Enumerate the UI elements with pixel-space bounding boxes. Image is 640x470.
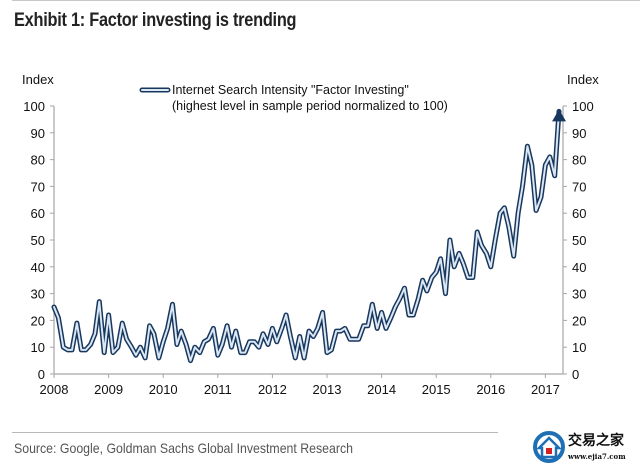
- x-tick-label: 2014: [367, 382, 396, 397]
- chart-title: Exhibit 1: Factor investing is trending: [14, 10, 297, 31]
- legend: Internet Search Intensity "Factor Invest…: [139, 83, 448, 113]
- left-y-tick-label: 80: [31, 153, 45, 168]
- right-y-tick-label: 20: [572, 313, 586, 328]
- left-y-tick-label: 60: [31, 206, 45, 221]
- right-y-tick-label: 80: [572, 153, 586, 168]
- left-axis-label: Index: [22, 72, 54, 87]
- left-y-tick-label: 0: [38, 367, 45, 382]
- right-y-tick-label: 60: [572, 206, 586, 221]
- end-arrow-icon: [552, 109, 567, 122]
- left-y-tick-label: 50: [31, 233, 45, 248]
- x-tick-label: 2009: [94, 382, 123, 397]
- right-axis-label: Index: [567, 72, 599, 87]
- right-y-tick-label: 50: [572, 233, 586, 248]
- left-y-tick-label: 100: [23, 99, 45, 114]
- x-tick-label: 2010: [149, 382, 178, 397]
- source-note: Source: Google, Goldman Sachs Global Inv…: [14, 440, 353, 456]
- house-logo-icon: [533, 431, 565, 463]
- series-line-inner: [53, 110, 560, 362]
- right-y-tick-label: 0: [572, 367, 579, 382]
- left-y-tick-label: 70: [31, 179, 45, 194]
- watermark-url: www.ejia7.com: [568, 452, 626, 461]
- right-y-tick-label: 30: [572, 287, 586, 302]
- series-line-outline: [51, 108, 562, 364]
- watermark-name: 交易之家: [568, 433, 624, 449]
- x-tick-label: 2016: [476, 382, 505, 397]
- bottom-divider: [12, 432, 498, 433]
- legend-label-line1: Internet Search Intensity "Factor Invest…: [172, 83, 409, 97]
- x-tick-label: 2017: [531, 382, 560, 397]
- right-y-tick-label: 40: [572, 260, 586, 275]
- x-tick-label: 2011: [204, 382, 232, 397]
- left-y-tick-label: 30: [31, 287, 45, 302]
- x-tick-label: 2008: [40, 382, 69, 397]
- right-y-tick-label: 100: [572, 99, 594, 114]
- left-y-tick-label: 40: [31, 260, 45, 275]
- x-tick-label: 2013: [313, 382, 342, 397]
- left-y-tick-label: 10: [31, 340, 45, 355]
- left-y-tick-label: 20: [31, 313, 45, 328]
- left-y-tick-label: 90: [31, 126, 45, 141]
- x-tick-label: 2012: [258, 382, 287, 397]
- right-y-tick-label: 10: [572, 340, 586, 355]
- top-divider: [12, 0, 640, 1]
- watermark: 交易之家 www.ejia7.com: [532, 428, 640, 468]
- legend-label-line2: (highest level in sample period normaliz…: [172, 99, 448, 113]
- right-y-tick-label: 70: [572, 179, 586, 194]
- x-tick-label: 2015: [422, 382, 451, 397]
- right-y-tick-label: 90: [572, 126, 586, 141]
